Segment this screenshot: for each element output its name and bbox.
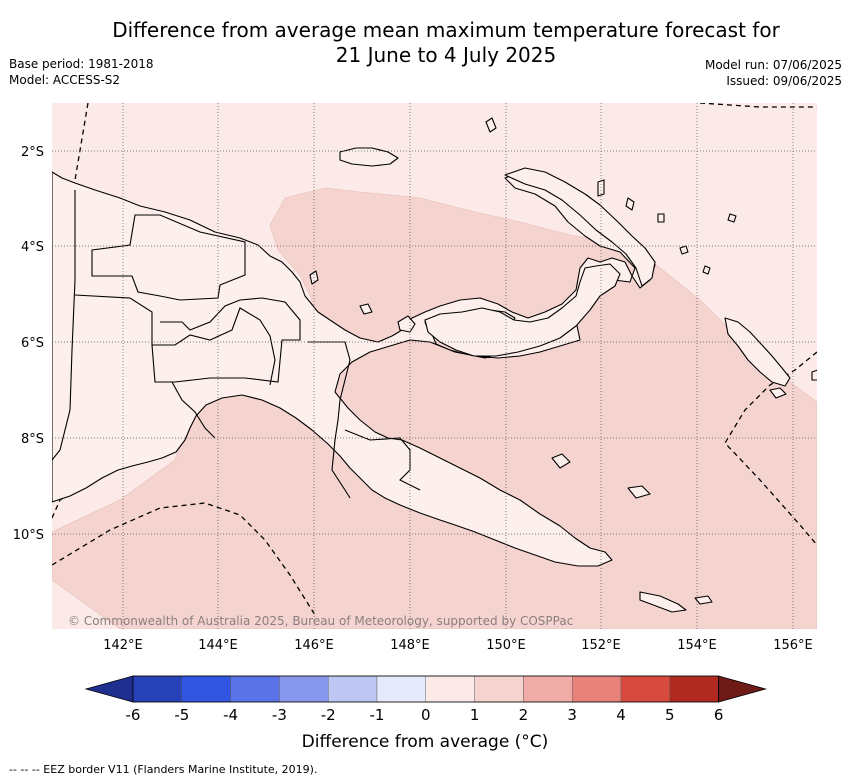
chart-title: Difference from average mean maximum tem…	[0, 18, 850, 68]
land-outlines	[52, 117, 817, 613]
colorbar-tick-label: -6	[126, 706, 141, 724]
colorbar-tick-label: 3	[567, 706, 577, 724]
model-name: Model: ACCESS-S2	[9, 73, 121, 87]
border-1	[52, 190, 76, 461]
goodenough-island	[627, 485, 651, 499]
lon-label: 144°E	[198, 638, 238, 653]
eez-border-east	[724, 351, 817, 546]
title-line-2: 21 June to 4 July 2025	[335, 43, 557, 67]
colorbar-tick-label: 1	[470, 706, 480, 724]
lon-label: 148°E	[390, 638, 430, 653]
lat-label: 4°S	[21, 240, 44, 255]
shortland-island	[811, 369, 817, 381]
base-period: Base period: 1981-2018	[9, 57, 154, 71]
border-5	[308, 341, 351, 499]
copyright-notice: © Commonwealth of Australia 2025, Bureau…	[68, 614, 574, 628]
colorbar-tick-label: -3	[272, 706, 287, 724]
longitude-labels: 142°E 144°E 146°E 148°E 150°E 152°E 154°E 156°E	[103, 638, 813, 653]
provincial-borders	[52, 190, 421, 499]
map-frame	[52, 103, 817, 629]
lihir-island	[657, 213, 665, 223]
colorbar-ticks: -6 -5 -4 -3 -2 -1 0 1 2 3 4 5 6	[126, 706, 724, 724]
choiseul-island	[769, 387, 787, 399]
bougainville-outline	[724, 317, 791, 387]
tabar-island	[625, 197, 635, 211]
colorbar-tick-label: 0	[421, 706, 431, 724]
border-2	[91, 214, 246, 301]
lat-label: 6°S	[21, 336, 44, 351]
lon-label: 156°E	[773, 638, 813, 653]
fergusson-island	[551, 453, 571, 469]
issued-date: Issued: 09/06/2025	[726, 74, 842, 88]
colorbar-tick-label: 4	[616, 706, 626, 724]
model-run: Model run: 07/06/2025	[704, 58, 842, 72]
colorbar-tick-label: -5	[174, 706, 189, 724]
lon-label: 142°E	[103, 638, 143, 653]
rossel-island	[694, 595, 713, 605]
eez-border-northeast	[699, 103, 817, 108]
lat-label: 8°S	[21, 432, 44, 447]
colorbar-tick-label: 6	[714, 706, 724, 724]
eez-footnote: -- -- -- EEZ border V11 (Flanders Marine…	[9, 763, 318, 776]
eez-border-southwest	[52, 502, 316, 616]
border-6	[344, 429, 421, 491]
forecast-map: 2°S 4°S 6°S 8°S 10°S 142°E 144°E 146°E 148°E 150…	[13, 103, 817, 653]
colorbar-tick-label: 2	[519, 706, 529, 724]
tanga-island	[702, 265, 711, 275]
long-island	[359, 303, 373, 315]
meta-right: Model run: 07/06/2025 Issued: 09/06/2025	[705, 57, 842, 89]
colorbar-tick-label: -2	[321, 706, 336, 724]
border-7	[171, 381, 216, 439]
border-4	[152, 307, 276, 386]
graticule	[52, 103, 817, 629]
title-line-1: Difference from average mean maximum tem…	[112, 18, 780, 42]
latitude-labels: 2°S 4°S 6°S 8°S 10°S	[13, 145, 44, 543]
umboi-island	[397, 315, 416, 333]
nissan-island	[485, 117, 497, 133]
colorbar-tick-label: 5	[665, 706, 675, 724]
meta-left: Base period: 1981-2018 Model: ACCESS-S2	[9, 56, 154, 88]
lat-label: 10°S	[13, 528, 44, 543]
new-britain-outline	[424, 263, 621, 357]
tagula-island	[639, 591, 687, 613]
lon-label: 152°E	[581, 638, 621, 653]
colorbar-tick-label: -4	[223, 706, 238, 724]
lat-label: 2°S	[21, 145, 44, 160]
new-ireland-outline	[504, 167, 656, 287]
mussau-island	[679, 245, 689, 255]
lon-label: 154°E	[677, 638, 717, 653]
feni-island	[727, 213, 737, 223]
border-3	[74, 294, 301, 383]
lon-label: 150°E	[486, 638, 526, 653]
lon-label: 146°E	[294, 638, 334, 653]
colorbar-title: Difference from average (°C)	[301, 732, 549, 752]
colorbar-tick-label: -1	[370, 706, 385, 724]
manus-outline	[339, 147, 399, 167]
